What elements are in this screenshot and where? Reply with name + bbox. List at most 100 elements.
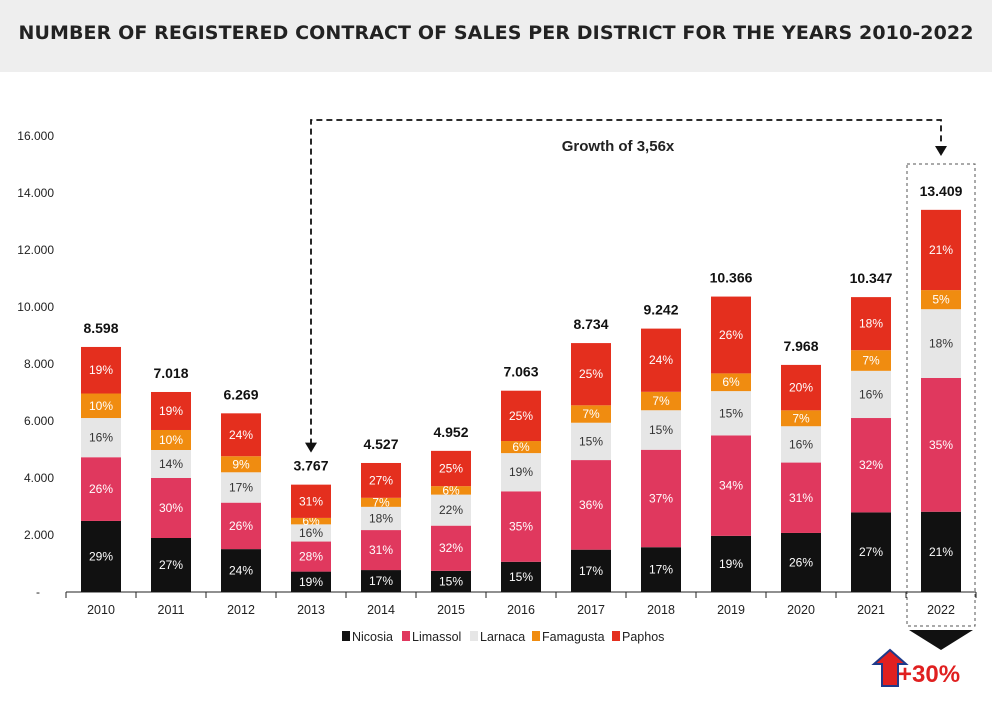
stacked-bar-chart: -2.0004.0006.0008.00010.00012.00014.0001… (0, 72, 992, 708)
segment-label: 15% (509, 570, 533, 584)
x-tick-label: 2015 (437, 603, 465, 617)
y-tick-label: 14.000 (17, 186, 54, 200)
total-label: 7.063 (503, 364, 538, 380)
segment-label: 15% (439, 574, 463, 588)
segment-label: 15% (719, 406, 743, 420)
segment-label: 7% (582, 407, 600, 421)
segment-label: 37% (649, 491, 673, 505)
bars-layer: 29%26%16%10%19%8.59827%30%14%10%19%7.018… (81, 183, 963, 592)
segment-label: 19% (509, 465, 533, 479)
segment-label: 15% (579, 434, 603, 448)
bar-stack: 27%32%16%7%18%10.347 (850, 270, 893, 592)
total-label: 3.767 (293, 458, 328, 474)
total-label: 7.018 (153, 365, 188, 381)
arrow-head-2013 (305, 443, 317, 453)
bar-stack: 15% 35% 19% 6% 25% 7.063 (501, 364, 541, 592)
segment-label: 7% (862, 354, 880, 368)
total-label: 4.952 (433, 424, 468, 440)
segment-label: 32% (439, 541, 463, 555)
legend-label: Limassol (412, 630, 461, 644)
legend-label: Larnaca (480, 630, 525, 644)
total-label: 13.409 (920, 183, 963, 199)
y-tick-label: - (36, 585, 40, 599)
segment-label: 19% (159, 404, 183, 418)
segment-label: 26% (719, 328, 743, 342)
legend-item: Limassol (402, 630, 461, 644)
legend-label: Famagusta (542, 630, 605, 644)
segment-label: 16% (89, 431, 113, 445)
legend-swatch (470, 631, 478, 641)
legend-label: Paphos (622, 630, 664, 644)
total-label: 7.968 (783, 338, 818, 354)
growth-annotation: Growth of 3,56x (562, 138, 675, 155)
segment-label: 35% (509, 520, 533, 534)
total-label: 8.734 (573, 316, 608, 332)
total-label: 8.598 (83, 320, 118, 336)
segment-label: 26% (789, 555, 813, 569)
bar-stack: 17%37%15%7%24%9.242 (641, 302, 681, 592)
segment-label: 31% (369, 543, 393, 557)
segment-label: 15% (649, 423, 673, 437)
x-tick-label: 2017 (577, 603, 605, 617)
bar-stack: 26% 31% 16% 7% 20% 7.968 (781, 338, 821, 592)
segment-label: 32% (859, 458, 883, 472)
bar-stack: 21%35%18%5%21%13.409 (920, 183, 963, 592)
legend-item: Paphos (612, 630, 664, 644)
legend-swatch (402, 631, 410, 641)
segment-label: 7% (652, 394, 670, 408)
segment-label: 25% (439, 462, 463, 476)
x-tick-label: 2020 (787, 603, 815, 617)
bar-stack: 19%28%16%6%31%3.767 (291, 458, 331, 592)
segment-label: 35% (929, 438, 953, 452)
segment-label: 18% (859, 317, 883, 331)
legend-item: Larnaca (470, 630, 525, 644)
segment-label: 5% (932, 293, 950, 307)
segment-label: 17% (229, 480, 253, 494)
y-tick-label: 16.000 (17, 129, 54, 143)
segment-label: 7% (792, 411, 810, 425)
down-triangle-icon (909, 630, 973, 650)
segment-label: 36% (579, 498, 603, 512)
segment-label: 24% (649, 353, 673, 367)
bar-stack: 24% 26% 17% 9% 24% 6.269 (221, 386, 261, 592)
segment-label: 29% (89, 549, 113, 563)
segment-label: 16% (859, 387, 883, 401)
segment-label: 17% (579, 564, 603, 578)
y-tick-label: 10.000 (17, 300, 54, 314)
y-tick-label: 2.000 (24, 528, 54, 542)
x-tick-label: 2010 (87, 603, 115, 617)
segment-label: 27% (369, 473, 393, 487)
bar-stack: 27% 30% 14% 10% 19% 7.018 (151, 365, 191, 592)
legend-swatch (342, 631, 350, 641)
segment-label: 22% (439, 503, 463, 517)
total-label: 4.527 (363, 436, 398, 452)
page-title: NUMBER OF REGISTERED CONTRACT OF SALES P… (0, 22, 992, 44)
segment-label: 6% (722, 375, 740, 389)
x-tick-label: 2019 (717, 603, 745, 617)
x-tick-label: 2011 (158, 603, 185, 617)
segment-label: 18% (929, 337, 953, 351)
segment-label: 9% (232, 457, 250, 471)
segment-label: 26% (89, 482, 113, 496)
x-tick-label: 2018 (647, 603, 675, 617)
segment-label: 27% (859, 545, 883, 559)
bar-stack: 17%31%18%7%27%4.527 (361, 436, 401, 592)
legend-label: Nicosia (352, 630, 393, 644)
segment-label: 14% (159, 457, 183, 471)
legend-item: Nicosia (342, 630, 393, 644)
change-annotation: +30% (898, 661, 960, 688)
y-tick-label: 8.000 (24, 357, 54, 371)
bar-stack: 17% 36% 15% 7% 25% 8.734 (571, 316, 611, 592)
segment-label: 6% (512, 440, 530, 454)
segment-label: 31% (299, 494, 323, 508)
x-tick-label: 2012 (227, 603, 255, 617)
x-axis: 2010 2011 2012 2013 2014 2015 2016 2017 2018 2019… (66, 592, 976, 617)
legend-swatch (532, 631, 540, 641)
segment-label: 19% (719, 557, 743, 571)
segment-label: 10% (159, 433, 183, 447)
segment-label: 25% (579, 367, 603, 381)
segment-label: 21% (929, 243, 953, 257)
legend: Nicosia Limassol Larnaca Famagusta Paphos (342, 630, 664, 644)
x-tick-label: 2021 (857, 603, 885, 617)
segment-label: 25% (509, 409, 533, 423)
